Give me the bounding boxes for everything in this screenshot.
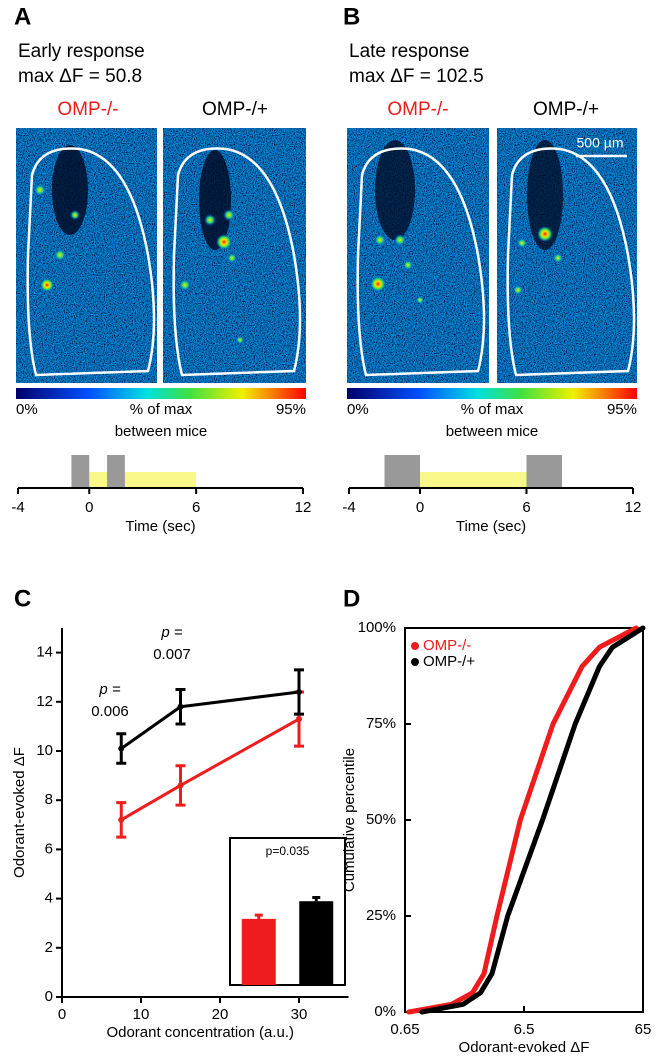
x-tick-label: 12 — [295, 499, 312, 516]
x-tick-label: 0 — [58, 1006, 66, 1023]
series-line — [119, 717, 301, 822]
panel-title: Early response — [18, 41, 145, 62]
x-axis-label: Time (sec) — [125, 518, 195, 535]
y-tick-label: 4 — [45, 890, 53, 907]
x-tick-label: 12 — [625, 499, 642, 516]
y-tick-label: 10 — [36, 742, 53, 759]
legend-label: OMP-/- — [423, 637, 471, 654]
y-tick-label: 0% — [374, 1003, 396, 1020]
x-axis-label: Time (sec) — [456, 518, 526, 535]
y-tick-label: 6 — [45, 840, 53, 857]
annotation: 0.006 — [91, 703, 129, 720]
image-label: OMP-/- — [57, 99, 118, 120]
panel-letter: B — [343, 3, 360, 30]
y-tick-label: 0 — [45, 988, 53, 1005]
x-tick-label: 6 — [522, 499, 530, 516]
legend-label: OMP-/+ — [423, 653, 475, 670]
imaging-window — [526, 455, 562, 488]
y-tick-label: 100% — [358, 619, 396, 636]
stimulus-bar — [89, 472, 197, 488]
annotation: 0.007 — [153, 646, 191, 663]
series-line — [119, 690, 301, 751]
colorbar-label: % of max — [461, 401, 524, 418]
error-bar — [254, 913, 263, 919]
imaging-window — [71, 455, 90, 488]
annotation: p = — [160, 624, 183, 641]
panel-letter: A — [14, 3, 31, 30]
y-tick-label: 50% — [366, 811, 396, 828]
x-tick-label: 65 — [635, 1021, 652, 1038]
panel-subtitle: max ΔF = 102.5 — [349, 66, 484, 87]
legend-marker — [411, 642, 419, 650]
error-bar — [312, 896, 321, 902]
legend-marker — [411, 658, 419, 666]
data-point — [296, 716, 302, 723]
x-tick-label: 10 — [133, 1006, 150, 1023]
x-axis-label: Odorant-evoked ΔF — [459, 1039, 590, 1056]
image-label: OMP-/- — [387, 99, 448, 120]
imaging-window — [107, 455, 125, 488]
colorbar — [347, 388, 637, 399]
plot-frame — [404, 627, 644, 1013]
x-tick-label: 0 — [416, 499, 424, 516]
y-axis-label: Cumulative percentile — [341, 748, 358, 892]
colorbar-label: 0% — [16, 401, 38, 418]
x-tick-label: 6.5 — [514, 1021, 535, 1038]
colorbar-label: 0% — [347, 401, 369, 418]
inset-bar — [241, 918, 276, 985]
colorbar-label: 95% — [276, 401, 306, 418]
annotation: p = — [98, 681, 121, 698]
stimulus-bar — [420, 472, 527, 488]
y-axis-label: Odorant-evoked ΔF — [11, 747, 28, 878]
x-tick-label: -4 — [11, 499, 24, 516]
y-tick-label: 25% — [366, 907, 396, 924]
data-point — [296, 688, 302, 695]
image-label: OMP-/+ — [202, 99, 268, 120]
image-label: OMP-/+ — [533, 99, 599, 120]
x-tick-label: -4 — [342, 499, 355, 516]
data-point — [118, 745, 125, 752]
inset-bar — [299, 901, 334, 985]
panel-letter: C — [14, 585, 31, 612]
scale-bar-label: 500 µm — [577, 135, 624, 151]
panel-subtitle: max ΔF = 50.8 — [18, 66, 142, 87]
series-line — [419, 625, 646, 1015]
y-tick-label: 8 — [45, 791, 53, 808]
y-tick-label: 2 — [45, 939, 53, 956]
image — [16, 128, 306, 383]
x-tick-label: 20 — [212, 1006, 229, 1023]
colorbar-caption: between mice — [446, 423, 539, 440]
image — [347, 128, 637, 383]
colorbar-label: 95% — [607, 401, 637, 418]
colorbar — [16, 388, 306, 399]
data-point — [118, 816, 125, 823]
imaging-window — [384, 455, 420, 488]
y-tick-label: 12 — [36, 693, 53, 710]
x-tick-label: 0.65 — [390, 1021, 419, 1038]
x-axis-label: Odorant concentration (a.u.) — [106, 1024, 294, 1041]
data-point — [177, 782, 184, 789]
series-line — [406, 625, 639, 1015]
x-tick-label: 30 — [291, 1006, 308, 1023]
x-tick-label: 0 — [85, 499, 93, 516]
inset-annotation: p=0.035 — [266, 844, 310, 858]
y-tick-label: 75% — [366, 715, 396, 732]
colorbar-label: % of max — [130, 401, 193, 418]
x-tick-label: 6 — [192, 499, 200, 516]
data-point — [177, 703, 184, 710]
colorbar-caption: between mice — [115, 423, 208, 440]
panel-letter: D — [343, 585, 360, 612]
y-tick-label: 14 — [36, 644, 53, 661]
panel-title: Late response — [349, 41, 469, 62]
